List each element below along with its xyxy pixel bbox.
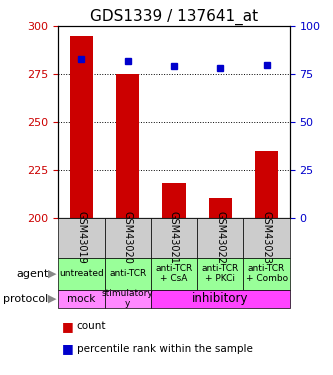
- Text: inhibitory: inhibitory: [192, 292, 248, 305]
- Text: GSM43021: GSM43021: [169, 211, 179, 264]
- Text: ▶: ▶: [48, 294, 57, 303]
- Text: anti-TCR
+ PKCi: anti-TCR + PKCi: [202, 264, 239, 284]
- Bar: [58, 258, 105, 290]
- Bar: [151, 290, 290, 308]
- Bar: [70, 36, 93, 218]
- Bar: [243, 217, 290, 258]
- Text: anti-TCR: anti-TCR: [109, 269, 146, 278]
- Text: GSM43020: GSM43020: [123, 211, 133, 264]
- Bar: [151, 258, 197, 290]
- Bar: [58, 217, 105, 258]
- Bar: [151, 217, 197, 258]
- Bar: [243, 258, 290, 290]
- Bar: [105, 290, 151, 308]
- Bar: [197, 217, 243, 258]
- Bar: [105, 258, 151, 290]
- Text: count: count: [77, 321, 106, 331]
- Bar: [58, 290, 105, 308]
- Text: ▶: ▶: [48, 269, 57, 279]
- Bar: [255, 150, 278, 217]
- Bar: [163, 183, 185, 218]
- Title: GDS1339 / 137641_at: GDS1339 / 137641_at: [90, 9, 258, 25]
- Text: stimulatory
y: stimulatory y: [102, 289, 154, 308]
- Text: protocol: protocol: [3, 294, 48, 303]
- Bar: [209, 198, 232, 217]
- Text: anti-TCR
+ CsA: anti-TCR + CsA: [156, 264, 192, 284]
- Text: untreated: untreated: [59, 269, 104, 278]
- Text: agent: agent: [16, 269, 48, 279]
- Text: ■: ■: [62, 320, 73, 333]
- Bar: [105, 217, 151, 258]
- Text: anti-TCR
+ Combo: anti-TCR + Combo: [245, 264, 288, 284]
- Bar: [197, 258, 243, 290]
- Text: GSM43019: GSM43019: [76, 211, 87, 264]
- Text: ■: ■: [62, 342, 73, 355]
- Text: GSM43022: GSM43022: [215, 211, 225, 264]
- Text: mock: mock: [67, 294, 96, 303]
- Bar: [116, 74, 139, 217]
- Text: GSM43023: GSM43023: [261, 211, 272, 264]
- Text: percentile rank within the sample: percentile rank within the sample: [77, 344, 252, 354]
